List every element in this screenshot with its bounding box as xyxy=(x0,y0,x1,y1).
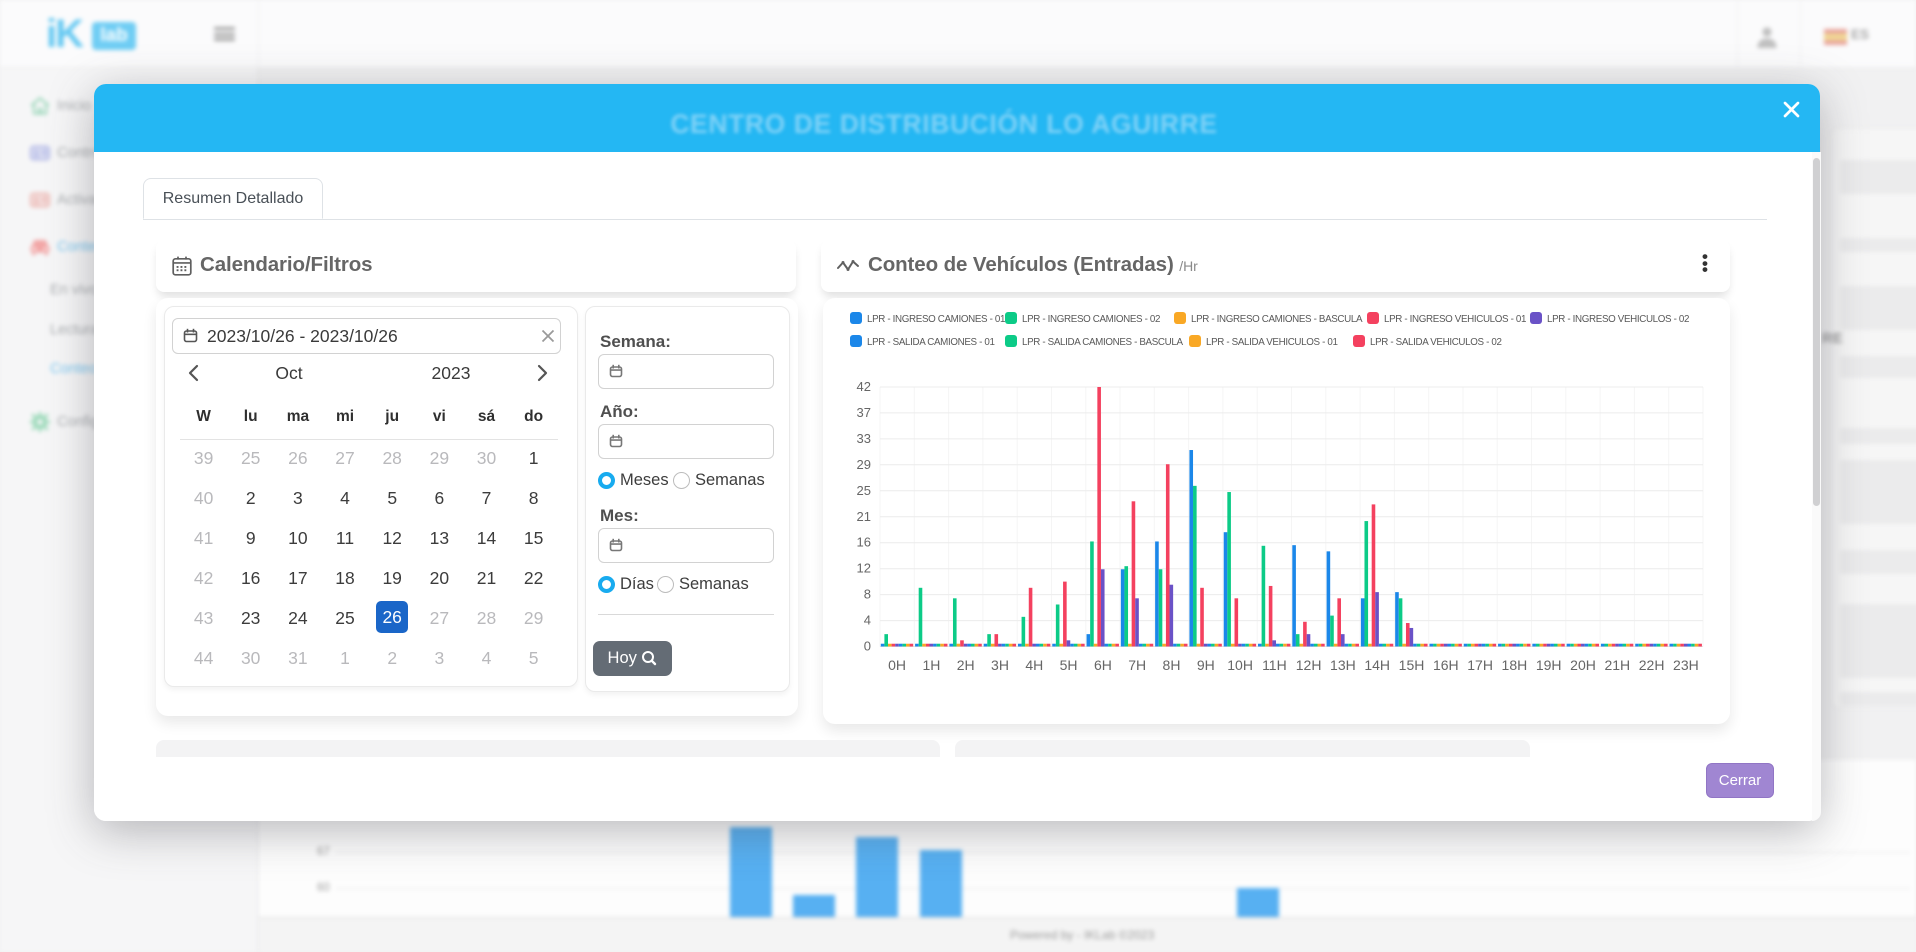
svg-text:23H: 23H xyxy=(1673,657,1699,673)
svg-text:0H: 0H xyxy=(888,657,906,673)
svg-text:4H: 4H xyxy=(1025,657,1043,673)
svg-text:8: 8 xyxy=(864,587,871,602)
svg-text:37: 37 xyxy=(857,405,871,420)
svg-text:11H: 11H xyxy=(1262,657,1287,673)
svg-text:19H: 19H xyxy=(1536,657,1562,673)
svg-text:4: 4 xyxy=(864,613,871,628)
svg-text:2H: 2H xyxy=(957,657,975,673)
svg-text:25: 25 xyxy=(857,483,871,498)
svg-text:10H: 10H xyxy=(1227,657,1253,673)
svg-text:5H: 5H xyxy=(1060,657,1078,673)
svg-text:9H: 9H xyxy=(1197,657,1215,673)
svg-text:12: 12 xyxy=(857,561,871,576)
svg-text:29: 29 xyxy=(857,457,871,472)
svg-text:42: 42 xyxy=(857,379,871,394)
svg-text:15H: 15H xyxy=(1399,657,1425,673)
svg-text:8H: 8H xyxy=(1163,657,1181,673)
svg-text:6H: 6H xyxy=(1094,657,1112,673)
svg-text:16H: 16H xyxy=(1433,657,1459,673)
svg-text:17H: 17H xyxy=(1467,657,1493,673)
svg-text:21: 21 xyxy=(857,509,871,524)
svg-text:1H: 1H xyxy=(922,657,940,673)
svg-text:3H: 3H xyxy=(991,657,1009,673)
svg-text:20H: 20H xyxy=(1570,657,1596,673)
svg-text:16: 16 xyxy=(857,535,871,550)
svg-text:14H: 14H xyxy=(1364,657,1390,673)
svg-text:21H: 21H xyxy=(1604,657,1630,673)
svg-text:22H: 22H xyxy=(1639,657,1665,673)
svg-text:18H: 18H xyxy=(1502,657,1528,673)
svg-text:13H: 13H xyxy=(1330,657,1356,673)
svg-text:33: 33 xyxy=(857,431,871,446)
svg-text:7H: 7H xyxy=(1128,657,1146,673)
svg-text:0: 0 xyxy=(864,639,871,654)
svg-text:12H: 12H xyxy=(1296,657,1322,673)
